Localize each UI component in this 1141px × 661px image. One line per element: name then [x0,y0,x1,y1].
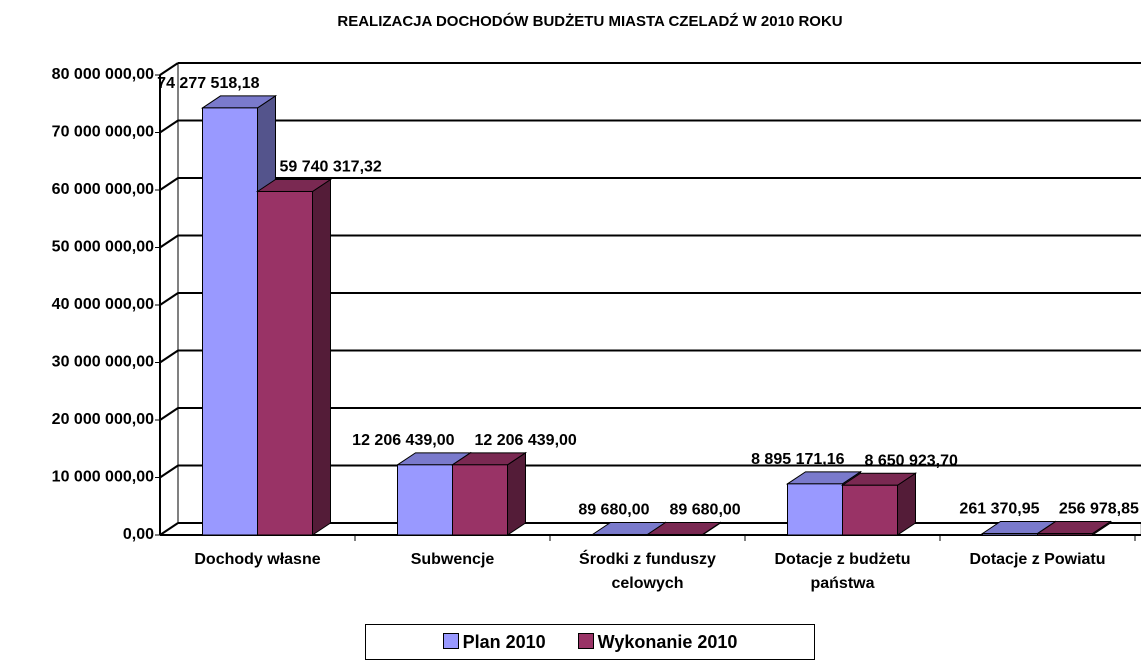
bar-side [312,178,331,536]
y-tick-label: 50 000 000,00 [52,239,154,256]
bar [452,464,508,536]
legend-item: Plan 2010 [442,631,546,653]
x-tick-label: Subwencje [410,551,495,568]
y-tick-label: 0,00 [123,526,154,543]
bar [982,532,1038,536]
data-label: 261 370,95 [959,501,1039,518]
x-tick-label: Dotacje z budżetu państwa [774,551,911,592]
bar [592,533,648,536]
grid-line [159,119,179,134]
data-label: 59 740 317,32 [280,159,382,176]
data-label: 12 206 439,00 [352,432,454,449]
grid-line [159,234,179,249]
bar [1037,533,1093,536]
grid-line [159,177,179,191]
data-label: 256 978,85 [1059,501,1139,518]
bar [202,107,258,536]
bar [257,190,313,536]
y-tick-label: 80 000 000,00 [52,66,154,83]
grid-line [159,62,179,76]
data-label: 74 277 518,18 [157,75,259,92]
legend-item: Wykonanie 2010 [577,631,738,653]
chart-title: REALIZACJA DOCHODÓW BUDŻETU MIASTA CZELA… [337,12,842,30]
bar [647,533,703,536]
grid-line [159,349,179,364]
y-tick-label: 10 000 000,00 [52,469,154,486]
grid-line [159,292,179,306]
x-tick-label: Dochody własne [194,551,321,568]
legend-swatch [577,632,594,649]
data-label: 8 895 171,16 [751,451,845,468]
grid-line [159,407,179,421]
y-tick-label: 20 000 000,00 [52,411,154,428]
y-tick-label: 30 000 000,00 [52,354,154,371]
data-label: 8 650 923,70 [865,452,959,469]
data-label: 89 680,00 [578,502,649,519]
data-label: 12 206 439,00 [475,432,577,449]
legend-label: Wykonanie 2010 [597,631,738,652]
y-tick-label: 70 000 000,00 [52,124,154,141]
legend: Plan 2010 Wykonanie 2010 [365,624,815,660]
y-tick-label: 60 000 000,00 [52,181,154,198]
legend-swatch [442,632,459,649]
grid-line [159,522,179,536]
data-label: 89 680,00 [670,502,741,519]
bar [787,483,843,536]
x-tick-label: Dotacje z Powiatu [969,551,1106,568]
grid-line [159,464,179,479]
bar [842,484,898,536]
bar [397,464,453,536]
x-tick-label: Środki z funduszy celowych [579,551,716,592]
legend-label: Plan 2010 [462,631,546,652]
y-tick-label: 40 000 000,00 [52,296,154,313]
bar-side [507,451,526,536]
